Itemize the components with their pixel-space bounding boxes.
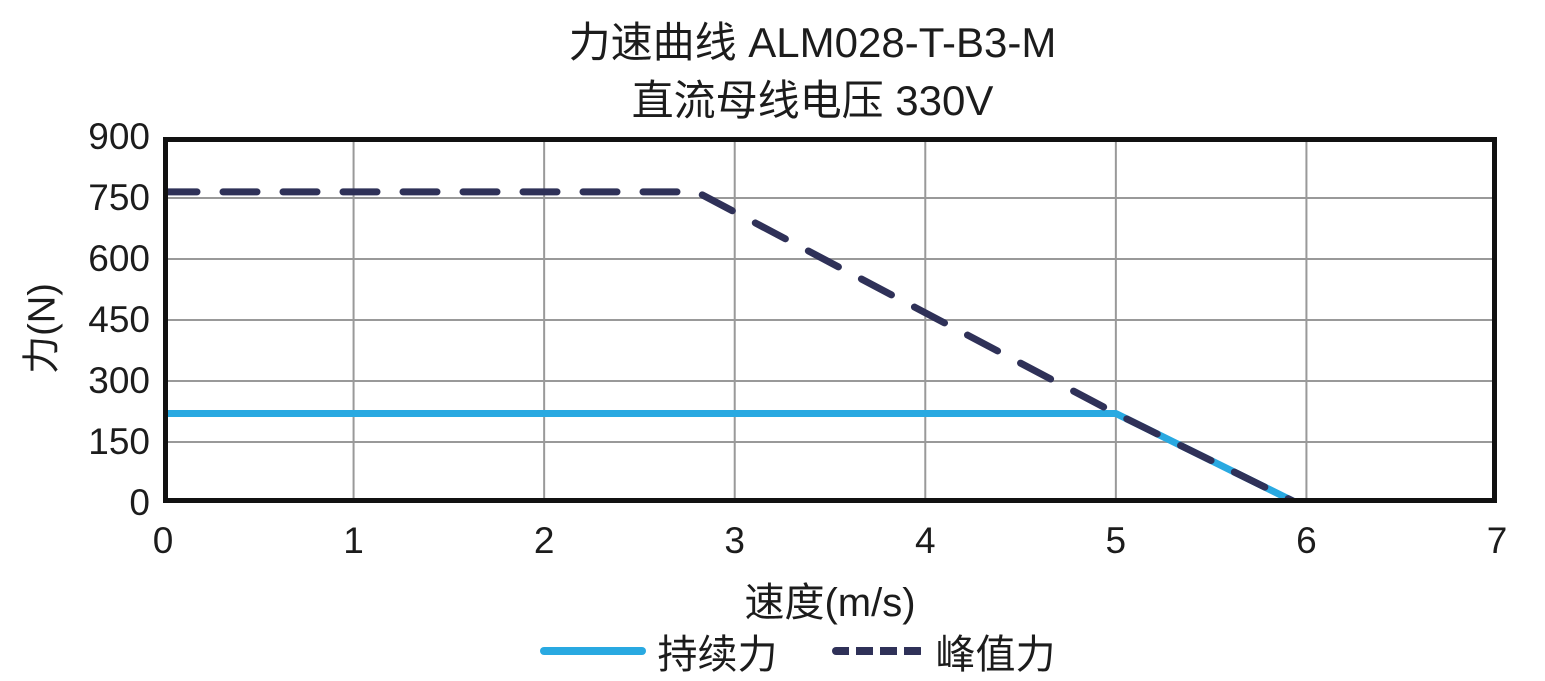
x-axis-label: 速度(m/s) <box>744 581 916 625</box>
legend-entry-peak: 峰值力 <box>831 622 1056 680</box>
y-tick-label: 600 <box>88 238 150 279</box>
x-tick-label: 1 <box>343 520 364 561</box>
plot-border <box>163 137 1497 503</box>
y-tick-label: 900 <box>88 116 150 157</box>
x-tick-label: 5 <box>1105 520 1127 561</box>
legend-label-continuous: 持续力 <box>657 633 778 677</box>
chart-title: 力速曲线 ALM028-T-B3-M <box>568 19 1057 66</box>
series-dashed-line <box>163 188 1301 503</box>
x-tick-label: 2 <box>533 520 555 561</box>
y-tick-label: 300 <box>88 360 150 401</box>
continuous-force-line-icon <box>539 647 646 655</box>
legend: 持续力 峰值力 <box>25 622 1545 680</box>
x-tick-label: 0 <box>152 520 174 561</box>
title-block: 力速曲线 ALM028-T-B3-M 直流母线电压 330V <box>40 14 1545 130</box>
legend-entry-continuous: 持续力 <box>539 622 778 680</box>
chart-subtitle: 直流母线电压 330V <box>631 76 994 124</box>
plot-area <box>163 137 1497 503</box>
y-tick-label: 150 <box>88 421 150 462</box>
x-tick-label: 4 <box>914 520 936 561</box>
y-tick-label: 0 <box>129 482 150 523</box>
x-tick-label: 3 <box>724 520 745 561</box>
y-tick-label: 750 <box>88 177 150 218</box>
legend-label-peak: 峰值力 <box>935 633 1056 677</box>
y-tick-label: 450 <box>88 299 150 340</box>
peak-force-dashed-line-icon <box>831 647 924 655</box>
x-tick-label: 7 <box>1486 520 1508 561</box>
series-solid-line <box>163 410 1301 503</box>
x-tick-label: 6 <box>1296 520 1317 561</box>
